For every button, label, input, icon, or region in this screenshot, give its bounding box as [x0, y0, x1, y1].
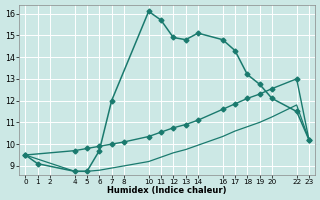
X-axis label: Humidex (Indice chaleur): Humidex (Indice chaleur): [108, 186, 227, 195]
